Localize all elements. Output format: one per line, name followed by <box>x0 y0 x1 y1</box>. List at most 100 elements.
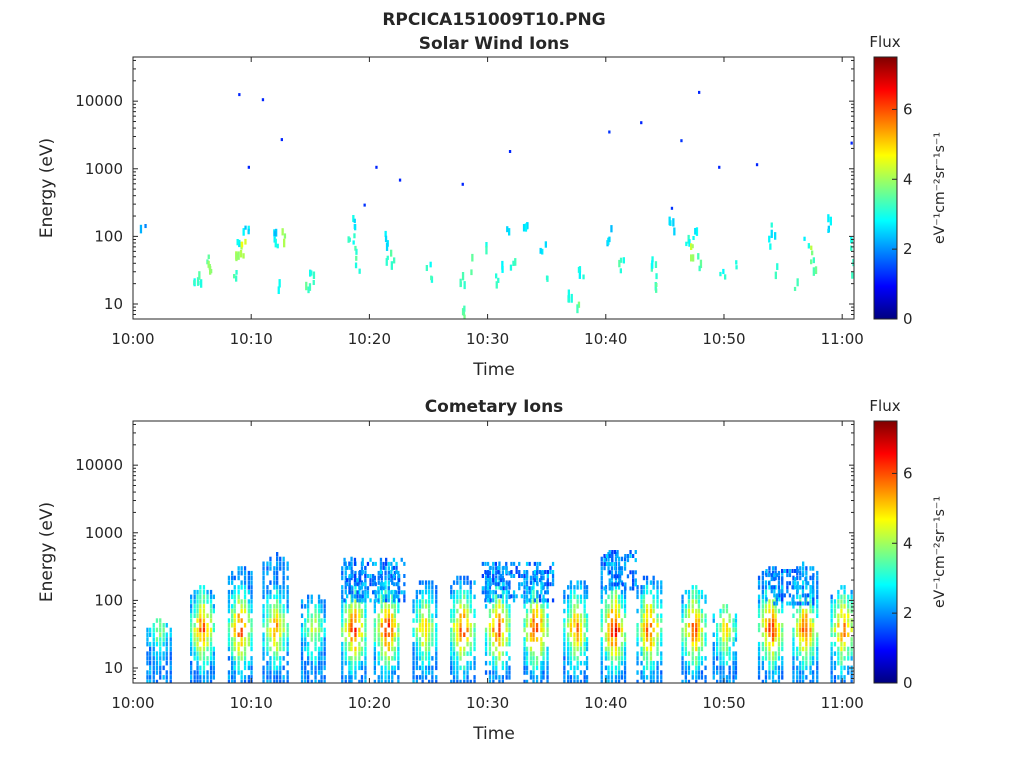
flux-cell <box>600 561 603 566</box>
flux-cell <box>532 623 535 628</box>
flux-cell <box>774 618 777 623</box>
flux-cell <box>198 271 201 280</box>
colorbar-tick-label: 0 <box>903 674 913 692</box>
flux-cell <box>610 604 614 609</box>
flux-cell <box>792 665 795 671</box>
flux-cell <box>310 627 313 633</box>
flux-cell <box>250 641 253 647</box>
flux-cell <box>300 627 304 633</box>
flux-cell <box>466 604 469 609</box>
flux-cell <box>418 665 422 671</box>
flux-cell <box>732 623 735 628</box>
flux-cell <box>231 641 234 647</box>
flux-cell <box>799 632 802 637</box>
flux-cell <box>847 613 850 618</box>
flux-cell <box>546 275 549 282</box>
flux-cell <box>544 570 547 574</box>
x-tick-label: 10:20 <box>348 330 391 348</box>
flux-cell <box>695 632 698 637</box>
flux-cell <box>531 586 534 591</box>
flux-cell <box>773 573 776 578</box>
flux-cell <box>424 618 428 623</box>
flux-cell <box>525 646 529 652</box>
flux-cell <box>569 618 573 623</box>
flux-cell <box>684 632 687 637</box>
flux-cell <box>781 585 784 590</box>
flux-cell <box>614 679 618 683</box>
flux-cell <box>761 575 764 581</box>
flux-cell <box>700 646 704 652</box>
flux-cell <box>424 632 428 637</box>
flux-cell <box>847 608 850 614</box>
flux-cell <box>273 566 276 571</box>
flux-cell <box>722 670 725 675</box>
flux-cell <box>732 656 735 661</box>
flux-cell <box>569 604 573 609</box>
flux-cell <box>162 665 165 671</box>
flux-cell <box>273 594 276 600</box>
flux-cell <box>282 556 285 562</box>
flux-cell <box>196 641 199 647</box>
flux-cell <box>567 604 570 609</box>
flux-cell <box>266 585 269 590</box>
flux-cell <box>692 254 695 262</box>
flux-cell <box>774 599 777 604</box>
flux-cell <box>757 580 761 585</box>
flux-cell <box>833 623 837 628</box>
flux-cell <box>452 594 456 600</box>
flux-cell <box>585 589 589 595</box>
flux-cell <box>523 637 526 642</box>
flux-cell <box>286 632 289 637</box>
flux-cell <box>358 580 361 585</box>
flux-cell <box>623 599 627 604</box>
flux-cell <box>610 594 614 600</box>
flux-cell <box>535 604 539 609</box>
flux-cell <box>786 581 789 586</box>
flux-cell <box>827 214 830 223</box>
flux-cell <box>567 660 570 666</box>
flux-cell <box>358 651 361 656</box>
flux-cell <box>421 660 424 666</box>
flux-cell <box>209 599 213 604</box>
flux-cell <box>771 656 775 661</box>
flux-cell <box>247 228 250 235</box>
flux-cell <box>364 574 367 578</box>
flux-cell <box>614 656 618 661</box>
flux-cell <box>274 238 277 248</box>
flux-cell <box>159 646 162 652</box>
flux-cell <box>505 618 508 623</box>
flux-cell <box>541 598 544 603</box>
flux-cell <box>501 632 504 637</box>
flux-cell <box>816 613 819 618</box>
flux-cell <box>719 651 722 656</box>
flux-cell <box>484 637 488 642</box>
flux-cell <box>698 265 701 272</box>
flux-cell <box>536 561 539 566</box>
flux-cell <box>728 618 731 623</box>
flux-cell <box>452 599 456 604</box>
flux-cell <box>718 165 721 169</box>
flux-cell <box>833 599 837 604</box>
flux-cell <box>273 231 277 236</box>
cometary-marks <box>146 550 854 683</box>
flux-cell <box>697 675 701 680</box>
flux-cell <box>276 675 279 680</box>
flux-cell <box>212 594 215 600</box>
flux-cell <box>262 641 265 647</box>
flux-cell <box>392 565 396 570</box>
flux-cell <box>614 618 618 623</box>
flux-cell <box>719 670 722 675</box>
flux-cell <box>276 243 279 249</box>
flux-cell <box>804 597 807 602</box>
flux-cell <box>495 656 498 661</box>
flux-cell <box>452 632 456 637</box>
flux-cell <box>278 279 281 288</box>
flux-cell <box>484 641 488 647</box>
flux-cell <box>282 566 285 571</box>
flux-cell <box>768 585 771 590</box>
flux-cell <box>583 670 586 675</box>
flux-cell <box>792 675 795 680</box>
flux-cell <box>361 590 364 595</box>
flux-cell <box>159 651 162 656</box>
